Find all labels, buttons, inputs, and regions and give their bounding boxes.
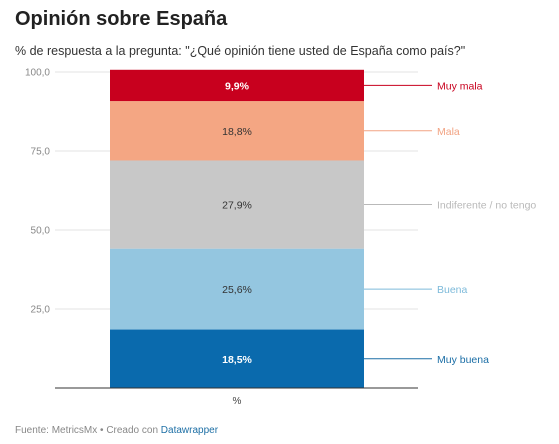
chart-title: Opinión sobre España — [15, 8, 228, 30]
legend-label: Buena — [437, 284, 468, 296]
footer-separator: • — [97, 425, 107, 436]
bar-segment — [110, 329, 364, 388]
segment-value-label: 18,5% — [222, 354, 252, 366]
segment-labels: 18,5% 25,6% 27,9% 18,8% 9,9% — [222, 80, 252, 365]
segment-value-label: 9,9% — [225, 80, 250, 92]
footer-created-with: Creado con — [106, 425, 161, 436]
stacked-bar-chart: 25,0 50,0 75,0 100,0 18,5% 25,6% 27,9% 18,8% 9,… — [25, 68, 536, 408]
legend-label: Muy buena — [437, 354, 489, 366]
segment-value-label: 25,6% — [222, 284, 252, 296]
footer-source: Fuente: MetricsMx — [15, 425, 98, 436]
segment-value-label: 18,8% — [222, 126, 252, 138]
y-tick-label: 50,0 — [31, 226, 51, 237]
bar-segment — [110, 101, 364, 161]
y-axis-ticks: 25,0 50,0 75,0 100,0 — [25, 68, 50, 316]
y-tick-label: 25,0 — [31, 305, 51, 316]
bar-segment — [110, 248, 364, 330]
datawrapper-link[interactable]: Datawrapper — [160, 425, 219, 436]
x-tick-label: % — [233, 396, 242, 407]
bar-segment — [110, 69, 364, 102]
chart-subtitle: % de respuesta a la pregunta: "¿Qué opin… — [15, 44, 466, 58]
footer: Fuente: MetricsMx • Creado con Datawrapp… — [15, 425, 218, 436]
segment-value-label: 27,9% — [222, 200, 252, 212]
y-tick-label: 100,0 — [25, 68, 50, 79]
y-tick-label: 75,0 — [31, 147, 51, 158]
legend-label: Indiferente / no tengo — [437, 200, 536, 212]
legend-label: Mala — [437, 126, 460, 138]
legend-label: Muy mala — [437, 80, 483, 92]
bar-segments — [110, 69, 364, 388]
bar-segment — [110, 160, 364, 249]
legend: Muy buena Buena Indiferente / no tengo Mala… — [364, 80, 536, 366]
